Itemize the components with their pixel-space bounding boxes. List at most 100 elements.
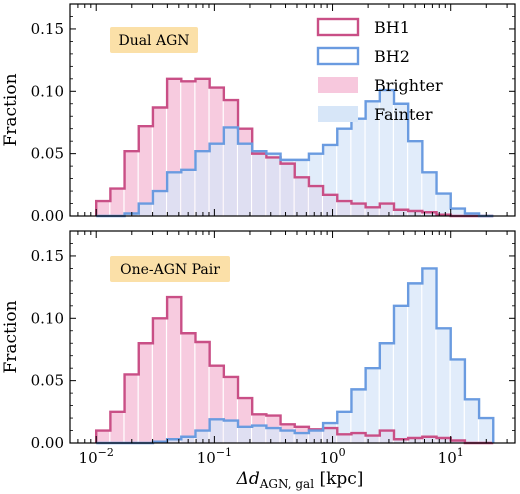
x-tick-labels: 10−2 10−1 100 101 [79, 446, 464, 467]
y-tick-label: 0.10 [31, 309, 64, 327]
x-tick-label: 10−1 [197, 446, 232, 467]
bar-bh2-17 [337, 411, 351, 443]
x-tick-label: 101 [438, 446, 464, 467]
bottom-annotation: One-AGN Pair [120, 262, 220, 278]
y-tick-label: 0.05 [31, 145, 64, 163]
x-tick-label: 10−2 [79, 446, 114, 467]
bar-bh2-9 [223, 420, 237, 443]
bar-bh1-3 [138, 343, 152, 443]
bar-bh2-4 [152, 191, 166, 216]
y-tick-label: 0.15 [31, 247, 64, 265]
step-line-bh1 [95, 295, 494, 445]
bottom-fill-bars [96, 268, 493, 443]
bar-bh2-20 [379, 90, 393, 216]
bar-bh2-5 [167, 439, 181, 443]
bar-bh2-24 [436, 193, 450, 216]
bar-bh2-12 [266, 153, 280, 216]
bottom-panel: 0.00 0.05 0.10 0.15 10−2 10−1 100 101 Fraction… [1, 230, 516, 491]
bar-bh2-6 [181, 169, 195, 216]
legend-swatch-fainter [318, 106, 358, 122]
bar-bh2-23 [422, 172, 436, 216]
top-panel-frame [69, 3, 516, 217]
bar-bh2-2 [124, 213, 138, 216]
bottom-y-tick-labels: 0.00 0.05 0.10 0.15 [31, 247, 64, 452]
y-tick-label: 0.00 [31, 207, 64, 225]
legend-label-brighter: Brighter [374, 76, 443, 95]
bar-bh1-2 [124, 151, 138, 216]
bar-bh2-19 [365, 368, 379, 443]
bar-bh2-18 [351, 118, 365, 216]
bottom-annotation-box [110, 256, 230, 282]
bar-bh2-8 [209, 419, 223, 443]
top-ticks [69, 4, 515, 217]
bar-bh1-5 [167, 297, 181, 443]
legend-swatch-bh1 [316, 17, 360, 37]
top-step-lines [95, 77, 494, 218]
bar-bh2-23 [422, 268, 436, 443]
y-tick-label: 0.10 [31, 82, 64, 100]
bar-bh2-21 [393, 103, 407, 216]
bar-bh1-4 [152, 318, 166, 443]
bar-bh2-21 [393, 305, 407, 443]
bar-bh2-10 [238, 426, 251, 443]
bar-bh2-19 [365, 101, 379, 216]
bar-bh2-7 [195, 430, 209, 443]
y-tick-label: 0.15 [31, 20, 64, 38]
bar-bh2-25 [450, 359, 464, 443]
bar-bh2-15 [308, 430, 322, 443]
bar-bh2-16 [323, 144, 337, 216]
bar-bh2-14 [294, 433, 308, 443]
bar-bh2-11 [252, 425, 266, 443]
bar-bh2-8 [209, 143, 223, 216]
bar-bh1-1 [110, 188, 124, 216]
bar-bh1-3 [138, 126, 152, 216]
bar-bh2-24 [436, 328, 450, 443]
bar-bh2-26 [464, 213, 478, 216]
bar-bh2-17 [337, 128, 351, 216]
bar-bh2-10 [238, 143, 251, 216]
bar-bh2-14 [294, 159, 308, 216]
x-axis-label: ΔdAGN, gal [kpc] [236, 469, 364, 491]
bar-bh2-5 [167, 172, 181, 216]
legend-label-bh1: BH1 [374, 18, 410, 37]
legend-swatch-bh2 [316, 46, 360, 66]
bottom-y-axis-label: Fraction [1, 300, 21, 373]
y-tick-label: 0.05 [31, 372, 64, 390]
bar-bh2-27 [479, 418, 493, 443]
bottom-panel-frame [69, 230, 516, 444]
step-line-bh2 [96, 267, 495, 445]
bar-bh2-11 [252, 151, 266, 216]
bar-bh1-0 [96, 430, 110, 443]
step-line-bh2 [96, 88, 494, 218]
bar-bh2-7 [195, 151, 209, 216]
bar-bh1-0 [96, 201, 110, 216]
bar-bh1-4 [152, 107, 166, 216]
bar-bh1-6 [181, 333, 195, 443]
bar-bh2-20 [379, 343, 393, 443]
bar-bh2-9 [223, 127, 237, 216]
bar-bh2-26 [464, 399, 478, 443]
bar-bh1-2 [124, 374, 138, 443]
legend: BH1 BH2 Brighter Fainter [316, 17, 443, 124]
x-tick-label: 100 [319, 446, 345, 467]
top-annotation: Dual AGN [118, 33, 189, 49]
bar-bh2-13 [280, 430, 294, 443]
bar-bh2-16 [323, 423, 337, 443]
bar-bh1-7 [195, 341, 209, 443]
legend-label-fainter: Fainter [374, 105, 433, 124]
legend-label-bh2: BH2 [374, 47, 410, 66]
top-panel: 0.000.050.100.15 Fraction Dual AGN BH1BH… [1, 3, 516, 225]
y-tick-label: 0.00 [31, 434, 64, 452]
bar-bh2-12 [266, 428, 280, 443]
bar-bh2-15 [308, 153, 322, 216]
bar-bh2-13 [280, 159, 294, 216]
top-y-tick-labels: 0.00 0.05 0.10 0.15 [31, 20, 64, 225]
top-y-axis-label: Fraction [1, 73, 21, 146]
bar-bh2-3 [138, 203, 152, 216]
step-line-bh1 [95, 77, 494, 218]
bar-bh2-25 [450, 208, 464, 216]
bar-bh2-22 [408, 141, 422, 216]
bar-bh1-1 [110, 411, 124, 443]
bottom-step-lines [95, 267, 495, 445]
